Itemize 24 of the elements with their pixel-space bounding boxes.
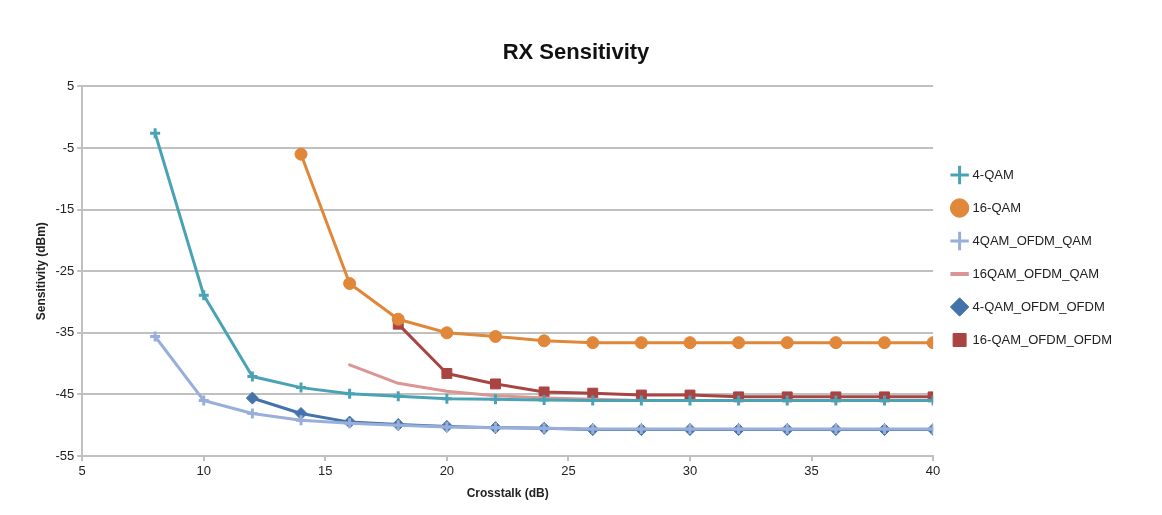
y-tick-label: -35 [55,324,75,340]
y-tick-label: -5 [62,139,75,155]
x-tick-label: 5 [78,463,86,479]
y-tick-label: -15 [55,201,75,217]
legend-label: 16-QAM_OFDM_OFDM [972,331,1113,347]
legend-label: 4-QAM [972,166,1014,182]
legend-label: 4QAM_OFDM_QAM [972,232,1092,248]
y-tick-label: -55 [55,447,75,463]
x-tick-label: 25 [561,463,576,479]
legend-label: 4-QAM_OFDM_OFDM [972,298,1105,314]
x-tick-label: 35 [804,463,819,479]
y-tick-label: -45 [55,385,75,401]
x-tick-label: 30 [682,463,698,479]
x-axis-title: Crosstalk (dB) [466,486,549,501]
x-tick-label: 20 [439,463,455,479]
x-tick-label: 10 [196,463,211,479]
y-tick-label: -25 [55,262,75,278]
legend-label: 16QAM_OFDM_QAM [972,265,1100,281]
legend-label: 16-QAM [972,199,1022,215]
y-tick-label: 5 [66,77,75,93]
x-tick-label: 40 [925,463,941,479]
x-tick-label: 15 [318,463,333,479]
y-axis-title: Sensitivity (dBm) [33,222,48,321]
chart-title: RX Sensitivity [502,39,651,65]
